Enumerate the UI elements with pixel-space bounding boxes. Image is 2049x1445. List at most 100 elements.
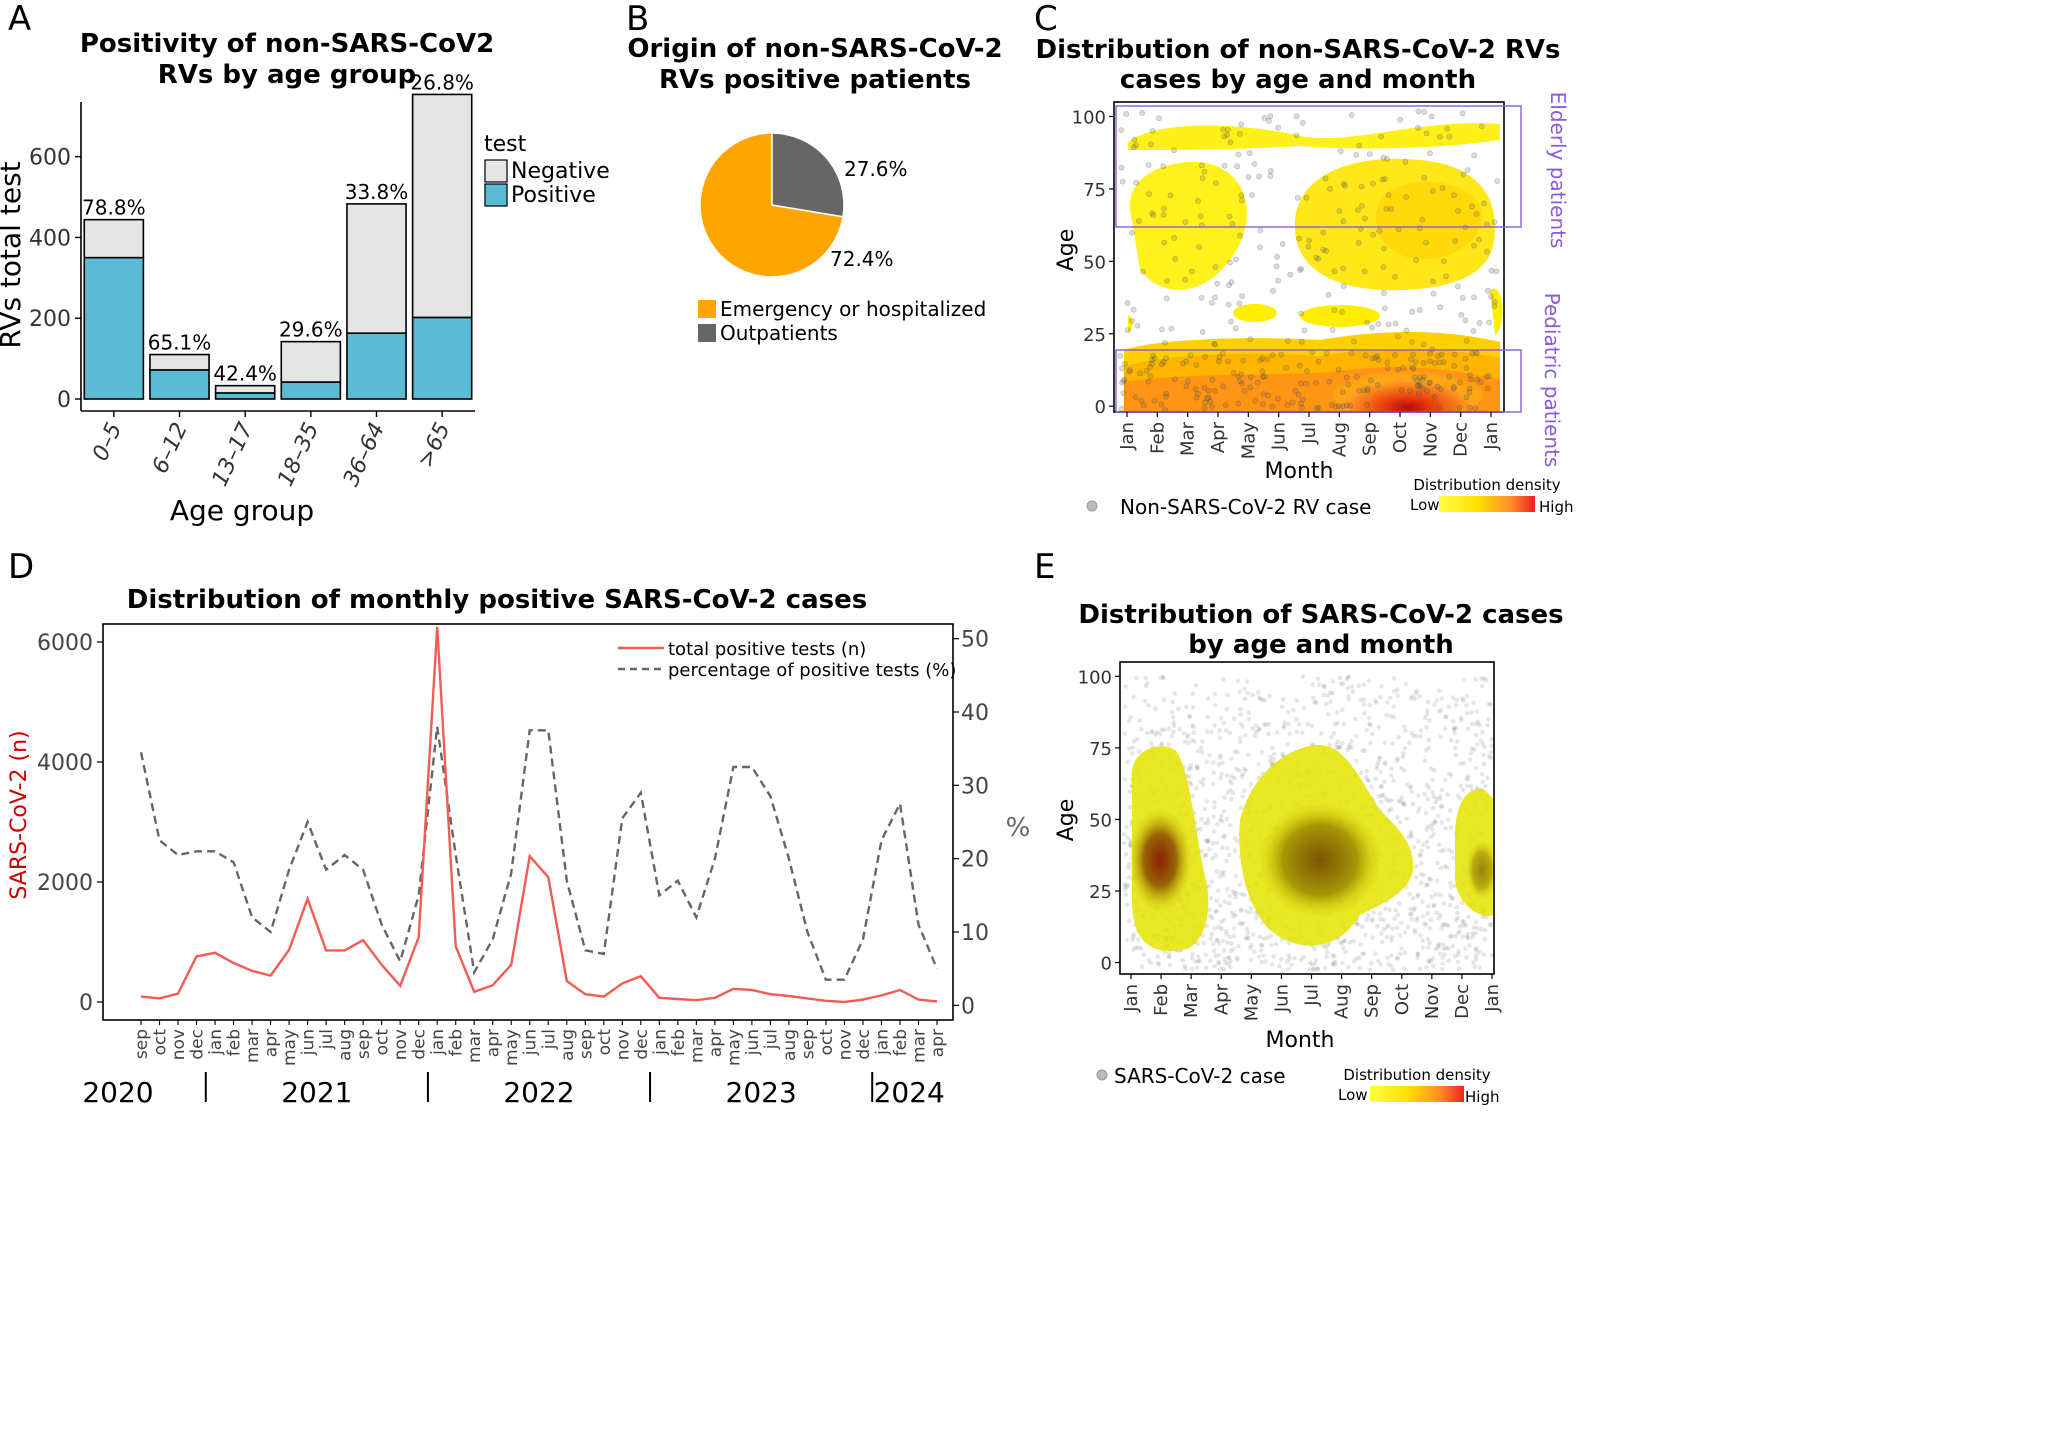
chart-e-case-point — [1474, 785, 1480, 790]
chart-c-case-point — [1209, 376, 1216, 383]
chart-e-case-point — [1266, 731, 1271, 737]
chart-d-x-tick-label: jan — [206, 1029, 226, 1056]
chart-e-case-point — [1217, 874, 1223, 879]
chart-e-case-point — [1455, 952, 1461, 957]
chart-d-x-tick-label: oct — [373, 1029, 393, 1056]
chart-e-case-point — [1408, 911, 1414, 917]
chart-c-case-point — [1426, 358, 1433, 365]
chart-c-case-point — [1462, 317, 1469, 324]
chart-e-case-point — [1158, 731, 1163, 737]
chart-c-case-point — [1450, 385, 1457, 392]
chart-c-case-point — [1252, 397, 1259, 404]
chart-e-case-point — [1325, 943, 1331, 948]
chart-e-case-point — [1125, 759, 1131, 764]
chart-c-case-point — [1364, 385, 1371, 392]
chart-d-x-tick-label: oct — [817, 1029, 837, 1056]
chart-e-case-point — [1256, 954, 1262, 959]
chart-c-case-point — [1451, 192, 1457, 199]
chart-e-case-point — [1347, 940, 1353, 945]
chart-c-case-point — [1261, 373, 1268, 380]
chart-e-case-point — [1353, 716, 1358, 722]
chart-c-case-point — [1381, 289, 1387, 296]
chart-c-case-point — [1384, 359, 1391, 366]
chart-e-case-point — [1238, 907, 1244, 912]
chart-c-case-point — [1375, 356, 1382, 363]
chart-e-case-point — [1280, 697, 1286, 702]
chart-a-y-tick-label: 400 — [29, 226, 71, 251]
chart-e-case-point — [1128, 715, 1133, 720]
chart-d-x-tick-label: oct — [151, 1029, 171, 1056]
chart-c-case-point — [1239, 380, 1245, 387]
chart-e-case-point — [1378, 770, 1384, 775]
chart-e-case-point — [1488, 749, 1494, 755]
chart-e-case-point — [1227, 852, 1232, 858]
chart-e-case-point — [1473, 956, 1479, 962]
chart-c-case-point — [1269, 403, 1276, 410]
chart-e-case-point — [1464, 710, 1470, 716]
chart-c-case-point — [1237, 232, 1243, 239]
chart-e-case-point — [1432, 818, 1438, 823]
chart-e-case-point — [1447, 808, 1453, 813]
chart-e-case-point — [1430, 805, 1436, 811]
chart-e-case-point — [1401, 768, 1407, 773]
chart-e-case-point — [1237, 689, 1242, 694]
chart-e-case-point — [1340, 681, 1346, 687]
chart-c-case-point — [1431, 359, 1438, 366]
chart-e-case-point — [1198, 745, 1204, 751]
chart-e-case-point — [1413, 864, 1419, 869]
chart-e-case-point — [1467, 757, 1473, 762]
chart-e-case-point — [1285, 709, 1291, 715]
chart-e-case-point — [1472, 964, 1478, 970]
chart-e-case-point — [1213, 852, 1218, 858]
chart-c-case-point — [1423, 239, 1429, 246]
chart-e-case-point — [1246, 935, 1251, 941]
chart-c-case-point — [1129, 229, 1135, 236]
chart-e-case-point — [1386, 961, 1391, 967]
chart-e-case-point — [1424, 827, 1430, 833]
chart-e-case-point — [1431, 821, 1436, 826]
chart-e-case-point — [1424, 965, 1429, 970]
chart-e-case-point — [1415, 894, 1421, 899]
chart-e-case-point — [1473, 765, 1479, 771]
chart-e-case-point — [1223, 929, 1229, 934]
chart-c-case-point — [1201, 168, 1208, 175]
chart-e-case-point — [1389, 938, 1394, 943]
chart-c-case-point — [1430, 290, 1437, 297]
chart-e-case-point — [1153, 732, 1158, 737]
chart-e-case-point — [1474, 722, 1479, 727]
chart-e-case-point — [1215, 822, 1220, 827]
chart-c-case-point — [1233, 256, 1239, 263]
chart-c-case-point — [1358, 183, 1365, 190]
chart-e-case-point — [1305, 721, 1311, 727]
chart-c-case-point — [1123, 111, 1130, 117]
chart-e-case-point — [1230, 910, 1235, 916]
chart-e-case-point — [1436, 709, 1442, 714]
chart-b-title-line2: RVs positive patients — [659, 65, 971, 95]
chart-e-case-point — [1240, 793, 1245, 799]
chart-e-case-point — [1330, 691, 1335, 696]
chart-e-case-point — [1358, 942, 1364, 947]
chart-e-case-point — [1142, 698, 1148, 704]
chart-e-case-point — [1267, 693, 1272, 699]
chart-e-case-point — [1439, 966, 1445, 972]
chart-e-case-point — [1218, 966, 1224, 972]
chart-c-case-point — [1232, 325, 1239, 332]
chart-c-case-point — [1237, 378, 1244, 385]
chart-c-case-point — [1150, 212, 1157, 219]
chart-e-case-point — [1449, 849, 1455, 855]
chart-c-case-point — [1119, 365, 1125, 372]
chart-e-case-point — [1205, 839, 1210, 844]
chart-e-case-point — [1426, 737, 1431, 743]
chart-c-case-point — [1222, 402, 1229, 409]
chart-e-case-point — [1216, 924, 1222, 930]
chart-e-case-point — [1187, 714, 1193, 719]
chart-e-case-point — [1441, 901, 1447, 906]
chart-e-case-point — [1424, 712, 1430, 717]
chart-e-case-point — [1391, 676, 1397, 681]
chart-c-case-point — [1403, 327, 1410, 334]
chart-e-x-tick-label: Jan — [1121, 984, 1142, 1013]
chart-e-case-point — [1433, 892, 1438, 897]
chart-e-case-point — [1224, 816, 1230, 822]
chart-c-case-point — [1380, 263, 1387, 270]
chart-d-frame — [102, 623, 954, 1021]
